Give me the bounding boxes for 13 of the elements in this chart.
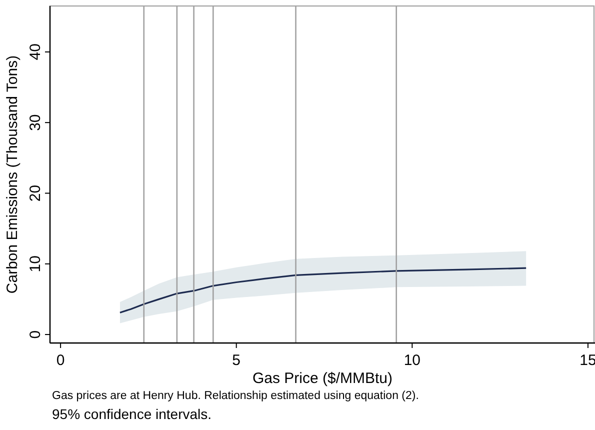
x-axis-title: Gas Price ($/MMBtu) — [252, 370, 393, 387]
text: 95% confidence intervals. — [52, 406, 212, 422]
y-tick-label: 20 — [27, 184, 44, 202]
line-series — [119, 267, 527, 314]
x-tick-label: 0 — [56, 352, 65, 369]
y-axis-title: Carbon Emissions (Thousand Tons) — [4, 55, 21, 294]
y-tick-label: 10 — [27, 256, 44, 272]
x-tick-label: 10 — [404, 352, 421, 369]
y-tick-label: 30 — [27, 114, 44, 131]
text: Gas prices are at Henry Hub. Relationship estimated using equation (2). — [52, 390, 419, 402]
y-tick-label: 0 — [27, 330, 44, 339]
x-tick-label: 5 — [232, 352, 241, 369]
y-tick-label: 40 — [27, 44, 44, 60]
